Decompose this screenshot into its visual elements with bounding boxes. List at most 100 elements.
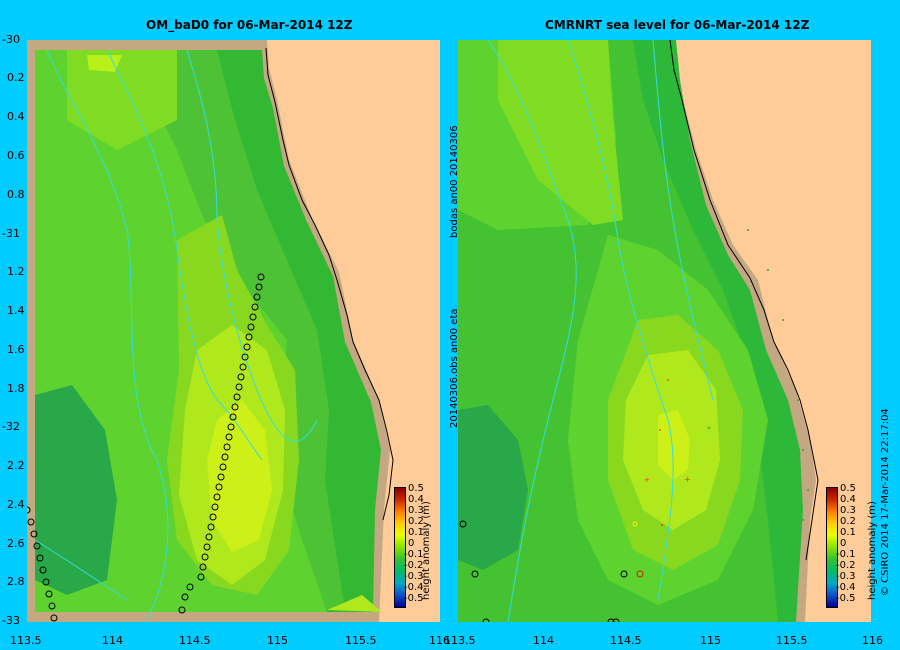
ocean-cold-core — [458, 405, 528, 570]
copyright-text: © CSIRO 2014 17-Mar-2014 22:17:04 — [880, 408, 891, 596]
obs-point — [50, 614, 58, 622]
obs-point — [217, 473, 225, 481]
bathymetry-contour-2 — [106, 49, 263, 461]
colorbar-label: 0.4 — [408, 494, 424, 505]
obs-marker: + — [684, 475, 691, 484]
colorbar-label: -0.1 — [404, 549, 424, 560]
obs-point — [39, 566, 47, 574]
obs-point — [459, 520, 467, 528]
x-tick-label: 115 — [700, 634, 721, 647]
obs-point — [48, 602, 56, 610]
obs-point — [243, 343, 251, 351]
colorbar-label: 0.2 — [840, 516, 856, 527]
bathymetry-contour-2 — [567, 40, 674, 601]
obs-point — [30, 530, 38, 538]
left-panel-title: OM_baD0 for 06-Mar-2014 12Z — [146, 18, 353, 32]
colorbar-label: -0.2 — [404, 560, 424, 571]
obs-point — [253, 293, 261, 301]
ocean-cold-core — [35, 385, 117, 595]
obs-point — [215, 483, 223, 491]
obs-point — [213, 493, 221, 501]
obs-marker — [747, 229, 749, 231]
obs-point — [241, 353, 249, 361]
obs-point — [636, 570, 644, 578]
x-tick-label: 113.5 — [10, 634, 42, 647]
obs-point — [251, 303, 259, 311]
right-panel-title: CMRNRT sea level for 06-Mar-2014 12Z — [545, 18, 810, 32]
bathymetry-contour-4 — [34, 539, 128, 601]
y-tick-label: -32 — [2, 420, 20, 433]
obs-point — [27, 506, 31, 514]
colorbar-label: 0.1 — [840, 527, 856, 538]
ocean-patch-north-warm — [498, 40, 623, 225]
obs-point — [178, 606, 186, 614]
y-tick-label: -33 — [2, 614, 20, 627]
obs-point — [233, 393, 241, 401]
x-tick-label: 115.5 — [345, 634, 377, 647]
colorbar-label: -0.2 — [836, 560, 856, 571]
colorbar-label: 0.1 — [408, 527, 424, 538]
obs-point — [181, 593, 189, 601]
x-tick-label: 116 — [862, 634, 883, 647]
y-tick-label: 0.4 — [7, 110, 25, 123]
colorbar-strip — [826, 487, 838, 608]
obs-point — [199, 563, 207, 571]
y-tick-label: 0.6 — [7, 149, 25, 162]
left-map — [27, 40, 440, 622]
obs-marker — [661, 524, 663, 526]
bathymetry-contour-3 — [186, 49, 318, 442]
colorbar-title: height anomaly (m) — [867, 501, 878, 600]
bathymetry-contour-1 — [46, 49, 169, 621]
colorbar-label: 0.4 — [840, 494, 856, 505]
obs-point — [471, 570, 479, 578]
obs-point — [612, 618, 620, 622]
obs-marker: * — [707, 425, 711, 434]
bathymetry-contour-1 — [487, 40, 577, 622]
x-tick-label: 115.5 — [776, 634, 808, 647]
x-tick-label: 114 — [533, 634, 554, 647]
colorbar-label: -0.3 — [836, 571, 856, 582]
y-tick-label: 0.2 — [7, 71, 25, 84]
colorbar-label: -0.5 — [836, 593, 856, 604]
right-map: + + * — [458, 40, 871, 622]
colorbar-label: -0.4 — [836, 582, 856, 593]
y-tick-label: 1.4 — [7, 304, 25, 317]
obs-point — [255, 283, 263, 291]
y-tick-label: 2.6 — [7, 537, 25, 550]
obs-marker — [802, 519, 804, 521]
obs-point — [245, 333, 253, 341]
obs-point — [223, 443, 231, 451]
obs-point — [239, 363, 247, 371]
obs-marker — [667, 379, 669, 381]
obs-point — [247, 323, 255, 331]
x-tick-label: 114 — [102, 634, 123, 647]
y-tick-label: -30 — [2, 33, 20, 46]
x-tick-label: 114.5 — [610, 634, 642, 647]
colorbar-label: 0 — [840, 538, 847, 549]
bathymetry-contour-3 — [652, 40, 714, 401]
observation-points — [459, 520, 644, 622]
ocean-patch-north — [67, 50, 177, 150]
obs-point — [211, 503, 219, 511]
obs-point — [221, 453, 229, 461]
colorbar-label: -0.5 — [404, 593, 424, 604]
y-tick-label: 1.8 — [7, 382, 25, 395]
y-tick-label: 1.6 — [7, 343, 25, 356]
obs-point — [205, 533, 213, 541]
obs-point — [229, 413, 237, 421]
obs-marker — [782, 319, 784, 321]
obs-point — [209, 513, 217, 521]
obs-point — [257, 273, 265, 281]
colorbar-label: 0.5 — [408, 483, 424, 494]
y-tick-label: -31 — [2, 227, 20, 240]
obs-marker — [797, 399, 799, 401]
colorbar-label: 0.5 — [840, 483, 856, 494]
x-tick-label: 116 — [429, 634, 450, 647]
obs-point — [36, 554, 44, 562]
y-tick-label: 0.8 — [7, 188, 25, 201]
sparse-obs-markers: + + * — [632, 229, 809, 527]
colorbar-label: 0 — [408, 538, 415, 549]
y-tick-label: 2.4 — [7, 498, 25, 511]
warm-eddy-core — [658, 410, 690, 480]
colorbar-strip — [394, 487, 406, 608]
